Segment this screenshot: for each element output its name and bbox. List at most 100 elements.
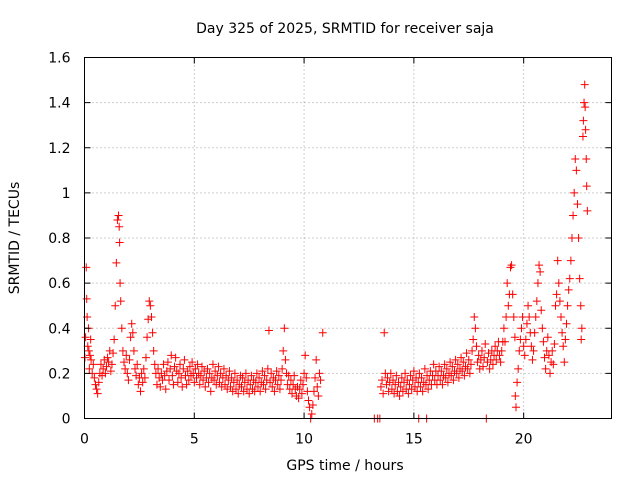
data-point: [315, 369, 324, 378]
data-point: [552, 290, 561, 299]
data-point: [160, 371, 169, 380]
data-point: [205, 369, 214, 378]
data-point: [379, 389, 388, 398]
data-point: [272, 367, 281, 376]
data-point: [556, 312, 565, 321]
data-point: [442, 364, 451, 373]
data-point: [176, 360, 185, 369]
data-point: [96, 360, 105, 369]
data-point: [472, 342, 481, 351]
data-point: [576, 301, 585, 310]
data-point: [448, 362, 457, 371]
data-point: [138, 378, 147, 387]
data-point: [491, 342, 500, 351]
x-tick-label: 10: [295, 432, 313, 448]
data-point: [440, 360, 449, 369]
data-point: [278, 364, 287, 373]
data-point: [281, 355, 290, 364]
data-point: [264, 326, 273, 335]
data-point: [519, 342, 528, 351]
data-point: [192, 373, 201, 382]
x-tick-label: 15: [405, 432, 423, 448]
data-point: [179, 364, 188, 373]
data-point: [401, 369, 410, 378]
data-point: [134, 380, 143, 389]
data-point: [537, 306, 546, 315]
data-point: [216, 369, 225, 378]
data-point: [415, 369, 424, 378]
data-point: [313, 382, 322, 391]
data-point: [497, 346, 506, 355]
data-point: [149, 346, 158, 355]
data-point: [569, 211, 578, 220]
x-tick-label: 0: [80, 432, 89, 448]
data-point: [226, 382, 235, 391]
data-point: [550, 340, 559, 349]
data-point: [446, 358, 455, 367]
x-axis-label: GPS time / hours: [286, 458, 403, 474]
data-point: [191, 364, 200, 373]
data-point: [256, 387, 265, 396]
data-point: [298, 380, 307, 389]
data-point: [182, 380, 191, 389]
data-point: [457, 353, 466, 362]
data-point: [294, 394, 303, 403]
data-point: [530, 328, 539, 337]
data-point: [168, 371, 177, 380]
data-point: [112, 258, 121, 267]
data-point: [154, 364, 163, 373]
data-point: [477, 346, 486, 355]
data-point: [420, 364, 429, 373]
data-point: [127, 319, 136, 328]
data-point: [116, 297, 125, 306]
y-tick-label: 1.6: [48, 51, 70, 67]
data-point: [561, 335, 570, 344]
data-point: [499, 324, 508, 333]
data-point: [307, 409, 316, 418]
data-point: [546, 369, 555, 378]
data-point: [460, 371, 469, 380]
data-point: [570, 188, 579, 197]
data-point: [506, 263, 515, 272]
data-point: [289, 380, 298, 389]
data-point: [577, 335, 586, 344]
data-point: [501, 337, 510, 346]
data-point: [120, 358, 129, 367]
data-point: [429, 360, 438, 369]
data-point: [389, 376, 398, 385]
data-point: [246, 380, 255, 389]
data-point: [535, 261, 544, 270]
data-point: [581, 103, 590, 112]
data-point: [290, 371, 299, 380]
data-point: [405, 380, 414, 389]
data-point: [238, 373, 247, 382]
data-point: [196, 371, 205, 380]
data-point: [185, 362, 194, 371]
data-point: [84, 346, 93, 355]
data-point: [580, 98, 589, 107]
data-point: [122, 351, 131, 360]
data-point: [255, 373, 264, 382]
data-point: [193, 360, 202, 369]
data-point: [214, 362, 223, 371]
data-point: [469, 335, 478, 344]
data-point: [300, 369, 309, 378]
data-point: [143, 333, 152, 342]
ticks-layer: 0 0.2 0.4 0.6 0.8 1 1.2 1.4 1.6 0 5 10 15 20: [48, 51, 612, 448]
data-point: [92, 385, 101, 394]
data-point: [81, 333, 90, 342]
data-point: [274, 371, 283, 380]
data-point: [106, 367, 115, 376]
data-point: [87, 355, 96, 364]
data-point: [201, 382, 210, 391]
data-point: [443, 378, 452, 387]
data-point: [554, 279, 563, 288]
x-tick-label: 5: [190, 432, 199, 448]
data-point: [177, 373, 186, 382]
data-point: [553, 256, 562, 265]
data-point: [188, 358, 197, 367]
data-point: [418, 387, 427, 396]
data-point: [463, 364, 472, 373]
data-point: [266, 378, 275, 387]
data-point: [481, 340, 490, 349]
